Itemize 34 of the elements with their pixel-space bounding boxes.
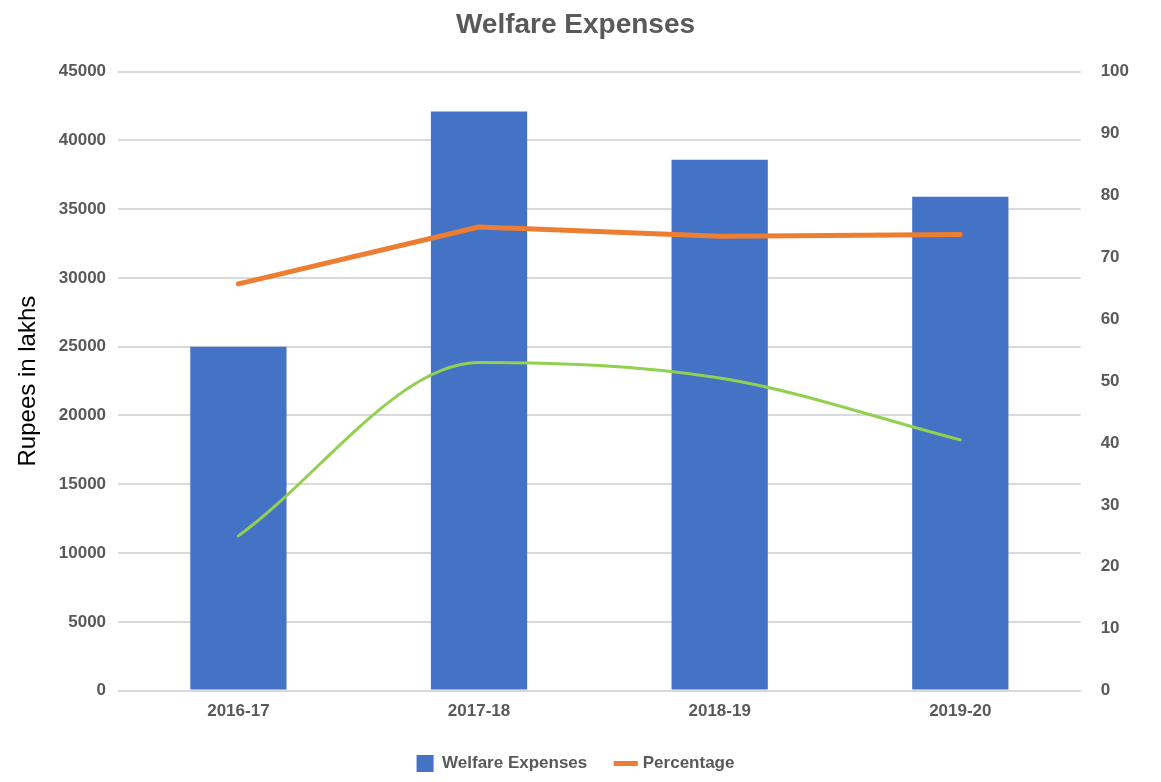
legend-label: Welfare Expenses [442,753,588,773]
y2-tick-label: 10 [1100,618,1120,638]
y2-tick-label: 30 [1100,494,1120,514]
y2-tick-label: 100 [1100,61,1130,81]
y-tick-label: 10000 [58,542,107,562]
y-tick-label: 35000 [58,198,107,218]
y2-tick-label: 60 [1100,308,1120,328]
y2-tick-label: 90 [1100,123,1120,143]
y-tick-label: 5000 [68,611,107,631]
y-tick-label: 40000 [58,130,107,150]
x-tick-label: 2016-17 [207,701,270,721]
legend-label: Percentage [642,753,735,773]
bar [190,346,287,690]
y-tick-label: 45000 [58,61,107,81]
x-tick-label: 2019-20 [929,701,992,721]
y2-tick-label: 40 [1100,432,1120,452]
y2-tick-label: 80 [1100,185,1120,205]
y-axis-title: Rupees in lakhs [13,295,41,467]
bar [430,111,528,690]
y2-tick-label: 0 [1100,680,1111,700]
x-tick-label: 2017-18 [447,701,511,721]
x-tick-label: 2018-19 [688,701,751,721]
bar [671,159,768,690]
bar [912,196,1009,690]
chart-title: Welfare Expenses [455,7,696,39]
line-series [236,361,962,538]
y-tick-label: 15000 [58,473,107,493]
y2-tick-label: 20 [1100,556,1120,576]
y2-tick-label: 70 [1100,246,1120,266]
y2-tick-label: 50 [1100,370,1120,390]
y-tick-label: 20000 [58,405,107,425]
y-tick-label: 25000 [58,336,107,356]
y-tick-label: 30000 [58,267,107,287]
y-tick-label: 0 [96,680,107,700]
